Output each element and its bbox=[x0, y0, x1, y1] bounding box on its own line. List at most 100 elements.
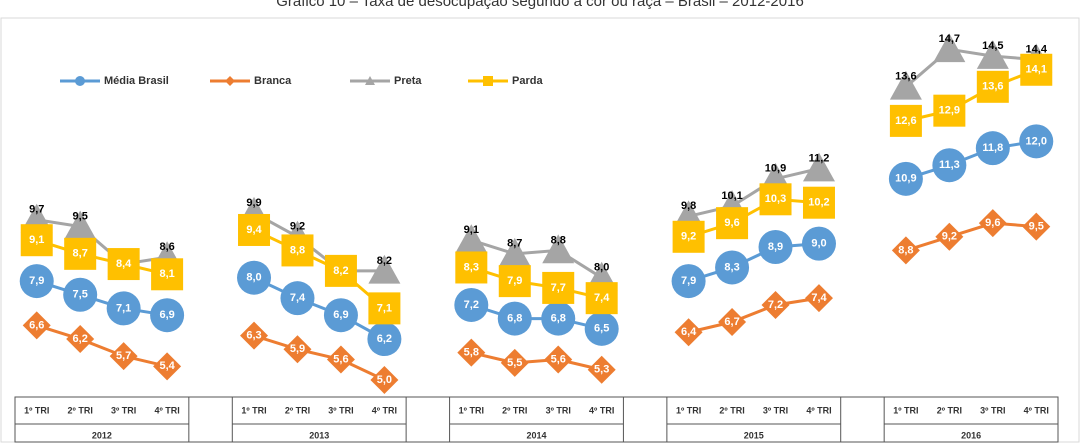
year-label: 2015 bbox=[744, 430, 764, 440]
point bbox=[326, 345, 355, 374]
point bbox=[281, 234, 314, 267]
data-label: 11,8 bbox=[982, 142, 1003, 154]
chart-title: Gráfico 10 – Taxa de desocupação segundo… bbox=[276, 0, 804, 10]
data-label: 9,5 bbox=[1029, 220, 1044, 232]
point bbox=[761, 290, 790, 319]
data-label: 6,9 bbox=[333, 309, 348, 321]
data-label: 6,8 bbox=[507, 313, 522, 325]
data-label: 7,5 bbox=[73, 289, 88, 301]
data-label: 9,0 bbox=[811, 238, 826, 250]
point bbox=[66, 325, 95, 354]
point bbox=[759, 183, 792, 216]
data-label: 9,4 bbox=[246, 224, 262, 236]
data-label: 5,5 bbox=[507, 357, 522, 369]
x-tick-label: 1º TRI bbox=[24, 405, 49, 415]
point bbox=[978, 209, 1007, 238]
data-label: 5,8 bbox=[464, 347, 479, 359]
point bbox=[19, 264, 54, 299]
point bbox=[368, 292, 401, 325]
point bbox=[674, 318, 703, 347]
point bbox=[801, 226, 836, 261]
point bbox=[976, 70, 1009, 103]
legend-marker bbox=[483, 76, 493, 86]
x-tick-label: 4º TRI bbox=[589, 405, 614, 415]
point bbox=[891, 236, 920, 265]
data-label: 7,2 bbox=[768, 299, 783, 311]
point bbox=[64, 210, 97, 240]
x-tick-label: 1º TRI bbox=[676, 405, 701, 415]
x-tick-label: 1º TRI bbox=[893, 405, 918, 415]
legend-marker bbox=[225, 76, 235, 86]
data-label: 5,6 bbox=[551, 353, 566, 365]
point bbox=[802, 152, 835, 182]
point bbox=[544, 345, 573, 374]
x-tick-label: 4º TRI bbox=[372, 405, 397, 415]
data-label: 6,2 bbox=[73, 333, 88, 345]
legend-label: Parda bbox=[512, 75, 543, 87]
point bbox=[584, 311, 619, 346]
data-label: 10,2 bbox=[808, 197, 829, 209]
data-label: 14,1 bbox=[1026, 64, 1047, 76]
data-label: 8,8 bbox=[290, 244, 305, 256]
data-label: 8,8 bbox=[551, 234, 566, 246]
data-label: 14,5 bbox=[982, 40, 1003, 52]
x-tick-label: 4º TRI bbox=[806, 405, 831, 415]
point bbox=[933, 33, 966, 63]
point bbox=[587, 355, 616, 384]
point bbox=[671, 264, 706, 299]
point bbox=[500, 348, 529, 377]
point bbox=[976, 40, 1009, 69]
data-label: 8,6 bbox=[159, 241, 174, 253]
point bbox=[283, 335, 312, 364]
point bbox=[889, 104, 922, 137]
point bbox=[758, 230, 793, 265]
data-label: 14,4 bbox=[1026, 43, 1048, 55]
data-label: 8,3 bbox=[464, 261, 479, 273]
x-tick-label: 3º TRI bbox=[546, 405, 571, 415]
data-label: 11,3 bbox=[939, 159, 960, 171]
data-label: 12,0 bbox=[1026, 135, 1047, 147]
point bbox=[804, 284, 833, 313]
data-label: 8,4 bbox=[116, 258, 132, 270]
data-label: 14,7 bbox=[939, 33, 960, 45]
data-label: 6,8 bbox=[551, 313, 566, 325]
series-line bbox=[36, 68, 1037, 310]
series-line bbox=[36, 47, 1037, 279]
point bbox=[802, 186, 835, 219]
point bbox=[237, 260, 272, 295]
data-label: 9,1 bbox=[464, 224, 479, 236]
data-label: 11,2 bbox=[809, 153, 830, 165]
point bbox=[672, 220, 705, 253]
data-label: 10,1 bbox=[721, 190, 742, 202]
year-label: 2014 bbox=[526, 430, 546, 440]
point bbox=[151, 258, 184, 291]
data-label: 5,9 bbox=[290, 343, 305, 355]
point bbox=[935, 222, 964, 251]
data-label: 9,2 bbox=[681, 231, 696, 243]
point bbox=[455, 224, 488, 253]
x-tick-label: 2º TRI bbox=[502, 405, 527, 415]
point bbox=[64, 237, 97, 270]
point bbox=[585, 282, 618, 315]
point bbox=[368, 254, 401, 284]
point bbox=[323, 298, 358, 333]
point bbox=[975, 131, 1010, 166]
data-label: 12,6 bbox=[895, 115, 916, 127]
point bbox=[150, 298, 185, 333]
data-label: 7,9 bbox=[681, 275, 696, 287]
point bbox=[153, 352, 182, 381]
point bbox=[715, 250, 750, 285]
point bbox=[63, 277, 98, 312]
point bbox=[933, 94, 966, 127]
data-label: 6,5 bbox=[594, 323, 609, 335]
data-label: 13,6 bbox=[982, 81, 1003, 93]
data-label: 6,4 bbox=[681, 326, 697, 338]
data-label: 6,7 bbox=[724, 316, 739, 328]
legend-label: Branca bbox=[254, 75, 292, 87]
point bbox=[889, 70, 922, 100]
data-label: 8,0 bbox=[246, 272, 261, 284]
data-label: 8,8 bbox=[898, 244, 913, 256]
x-tick-label: 2º TRI bbox=[719, 405, 744, 415]
data-label: 7,4 bbox=[290, 292, 306, 304]
data-label: 9,5 bbox=[73, 210, 88, 222]
